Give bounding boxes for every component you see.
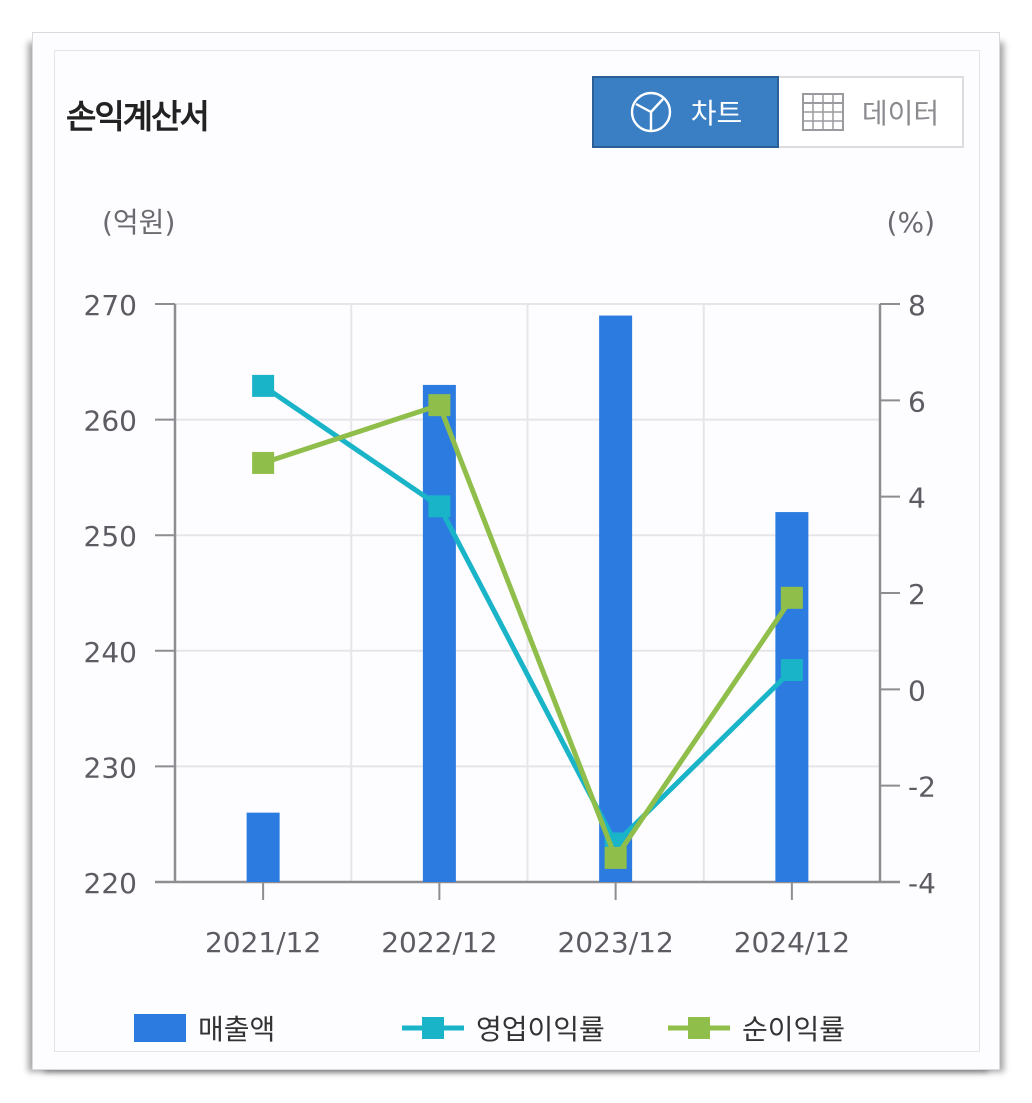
y-left-tick-label: 250	[84, 520, 137, 553]
net-margin-point	[604, 846, 627, 869]
net-margin-point	[780, 586, 803, 609]
net-margin-line	[262, 402, 794, 861]
legend-label-net-margin: 순이익률	[742, 1013, 846, 1046]
y-right-tick-label: -4	[908, 867, 936, 900]
chart-view-label: 차트	[690, 97, 743, 130]
legend-item-revenue[interactable]: 매출액	[134, 1008, 275, 1048]
legend-swatch-net-margin	[668, 1017, 730, 1039]
legend-swatch-revenue	[134, 1014, 186, 1042]
bar-revenue	[422, 384, 456, 882]
y-left-tick-label: 260	[84, 405, 137, 438]
x-tick-label: 2022/12	[381, 926, 497, 959]
y-right-tick-label: 0	[908, 674, 926, 707]
y-right-tick-label: 4	[908, 482, 926, 515]
y-right-tick-label: 8	[908, 289, 926, 322]
chart-view-button[interactable]: 차트	[592, 76, 779, 148]
x-tick-label: 2024/12	[734, 926, 850, 959]
legend-label-revenue: 매출액	[198, 1013, 276, 1046]
y-left-tick-label: 240	[84, 636, 137, 669]
y-right-tick-label: 2	[908, 578, 926, 611]
x-tick-label: 2021/12	[205, 926, 321, 959]
y-left-tick-label: 220	[84, 867, 137, 900]
net-margin-point	[428, 394, 451, 417]
y-left-tick-label: 270	[84, 289, 137, 322]
income-statement-chart: 220 230 240 250 260 270 -4 -2 0 2 4 6 8 (억원) (%) 2021/1…	[84, 206, 936, 959]
y-right-unit-label: (%)	[887, 206, 935, 239]
legend-item-operating-margin[interactable]: 영업이익률	[402, 1008, 605, 1048]
y-right-tick-label: 6	[908, 385, 926, 418]
operating-margin-point	[428, 495, 451, 518]
chart-legend: 매출액 영업이익률 순이익률	[134, 1008, 894, 1048]
bar-revenue	[599, 315, 633, 882]
y-left-unit-label: (억원)	[102, 206, 175, 239]
bar-revenue	[775, 512, 809, 882]
widget-panel	[54, 50, 980, 1052]
pie-chart-icon	[630, 91, 671, 133]
data-view-label: 데이터	[861, 97, 940, 130]
table-grid-icon	[801, 93, 844, 131]
page-title: 손익계산서	[66, 97, 210, 136]
bar-revenue	[246, 812, 280, 882]
operating-margin-point	[252, 374, 275, 397]
legend-swatch-operating-margin	[402, 1017, 464, 1039]
view-toggle: 차트 데이터	[592, 76, 964, 148]
net-margin-point	[252, 451, 275, 474]
operating-margin-line	[261, 383, 794, 846]
x-tick-label: 2023/12	[557, 926, 673, 959]
legend-label-operating-margin: 영업이익률	[476, 1013, 605, 1046]
y-right-tick-label: -2	[908, 771, 936, 804]
legend-item-net-margin[interactable]: 순이익률	[668, 1008, 845, 1048]
y-left-tick-label: 230	[84, 751, 137, 784]
operating-margin-point	[780, 659, 803, 682]
data-view-button[interactable]: 데이터	[779, 78, 962, 146]
